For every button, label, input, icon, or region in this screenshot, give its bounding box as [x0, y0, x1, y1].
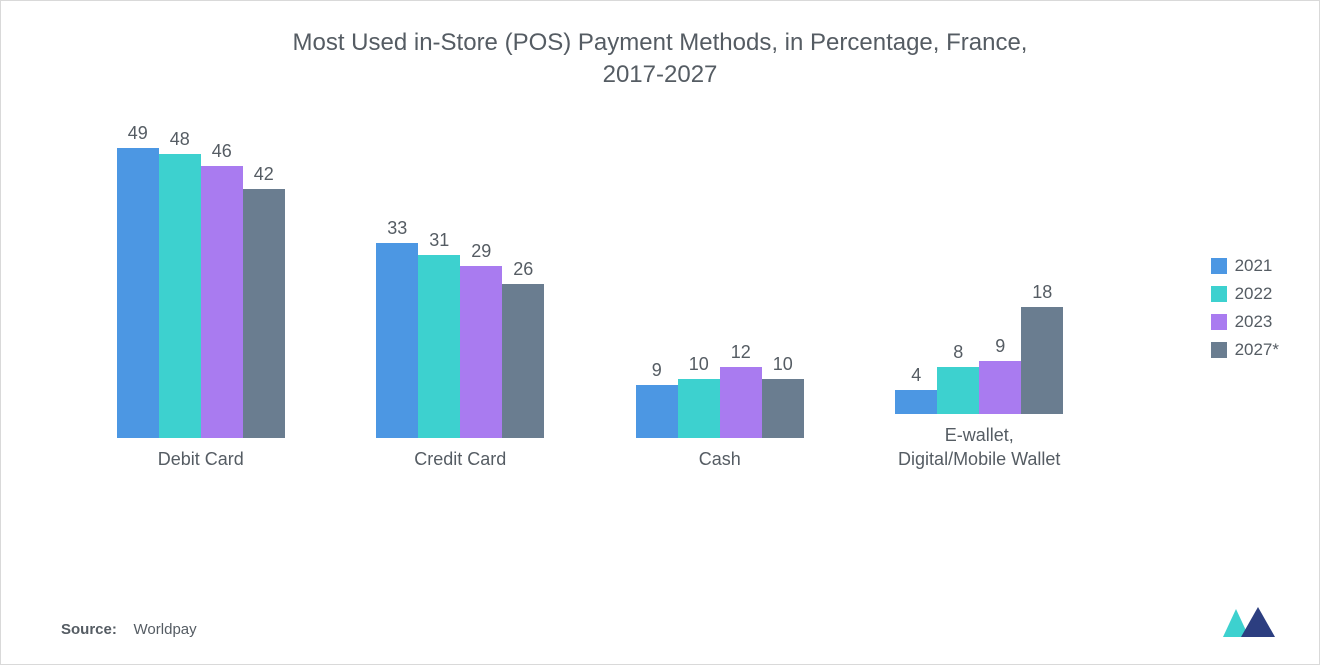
bar-column: 4	[895, 365, 937, 414]
value-label: 48	[170, 129, 190, 150]
chart-title: Most Used in-Store (POS) Payment Methods…	[210, 27, 1110, 92]
bar-column: 42	[243, 164, 285, 438]
bar	[117, 148, 159, 438]
plot-area: 49484642Debit Card33312926Credit Card910…	[71, 151, 1109, 471]
value-label: 9	[995, 336, 1005, 357]
title-line-2: 2017-2027	[603, 61, 718, 88]
bar-cluster: 49 48 46 42	[117, 123, 285, 438]
bar	[201, 166, 243, 438]
legend-label: 2023	[1235, 312, 1273, 332]
legend-label: 2027*	[1235, 340, 1279, 360]
bar-column: 33	[376, 218, 418, 438]
bar-column: 29	[460, 241, 502, 438]
bar	[460, 266, 502, 438]
bar	[762, 379, 804, 438]
category-group: 49 48 46 42 Debit Card	[71, 123, 331, 471]
bar-column: 26	[502, 259, 544, 438]
legend-label: 2022	[1235, 284, 1273, 304]
value-label: 10	[689, 354, 709, 375]
value-label: 46	[212, 141, 232, 162]
value-label: 31	[429, 230, 449, 251]
legend-swatch	[1211, 342, 1227, 358]
category-group: 4 8 9 18 E-wallet,Digital/Mobile Wallet	[850, 282, 1110, 471]
bar	[895, 390, 937, 414]
category-group: 9 10 12 10 Cash	[590, 342, 850, 471]
bar	[979, 361, 1021, 414]
legend-swatch	[1211, 314, 1227, 330]
value-label: 9	[652, 360, 662, 381]
bar-column: 49	[117, 123, 159, 438]
bar-column: 10	[678, 354, 720, 438]
bar	[243, 189, 285, 438]
bar-column: 8	[937, 342, 979, 414]
value-label: 4	[911, 365, 921, 386]
legend-item: 2021	[1211, 256, 1279, 276]
legend-item: 2023	[1211, 312, 1279, 332]
value-label: 42	[254, 164, 274, 185]
bar-column: 18	[1021, 282, 1063, 414]
value-label: 49	[128, 123, 148, 144]
bar-cluster: 4 8 9 18	[895, 282, 1063, 414]
value-label: 29	[471, 241, 491, 262]
source-label: Source:	[61, 621, 117, 638]
legend-swatch	[1211, 286, 1227, 302]
bar-cluster: 9 10 12 10	[636, 342, 804, 438]
category-label: E-wallet,Digital/Mobile Wallet	[898, 424, 1060, 471]
legend-label: 2021	[1235, 256, 1273, 276]
bar-column: 31	[418, 230, 460, 438]
bar	[636, 385, 678, 438]
bar-column: 48	[159, 129, 201, 438]
bar	[720, 367, 762, 438]
value-label: 10	[773, 354, 793, 375]
value-label: 12	[731, 342, 751, 363]
bar	[937, 367, 979, 414]
category-label: Credit Card	[414, 448, 506, 471]
bar-column: 46	[201, 141, 243, 438]
value-label: 26	[513, 259, 533, 280]
bar-column: 10	[762, 354, 804, 438]
bar	[418, 255, 460, 438]
source-footer: Source: Worldpay	[61, 621, 197, 638]
title-line-1: Most Used in-Store (POS) Payment Methods…	[293, 29, 1028, 56]
bar-column: 9	[636, 360, 678, 438]
bar	[376, 243, 418, 438]
bar-column: 12	[720, 342, 762, 438]
bar-cluster: 33 31 29 26	[376, 218, 544, 438]
category-label: Debit Card	[158, 448, 244, 471]
bar-column: 9	[979, 336, 1021, 414]
value-label: 18	[1032, 282, 1052, 303]
legend-item: 2022	[1211, 284, 1279, 304]
value-label: 8	[953, 342, 963, 363]
legend: 2021 2022 2023 2027*	[1211, 256, 1279, 360]
legend-swatch	[1211, 258, 1227, 274]
bar	[678, 379, 720, 438]
brand-logo	[1223, 607, 1279, 642]
chart-container: Most Used in-Store (POS) Payment Methods…	[0, 0, 1320, 665]
value-label: 33	[387, 218, 407, 239]
category-group: 33 31 29 26 Credit Card	[331, 218, 591, 471]
bar	[159, 154, 201, 438]
bar	[502, 284, 544, 438]
source-value: Worldpay	[134, 621, 197, 638]
category-label: Cash	[699, 448, 741, 471]
bar	[1021, 307, 1063, 414]
legend-item: 2027*	[1211, 340, 1279, 360]
